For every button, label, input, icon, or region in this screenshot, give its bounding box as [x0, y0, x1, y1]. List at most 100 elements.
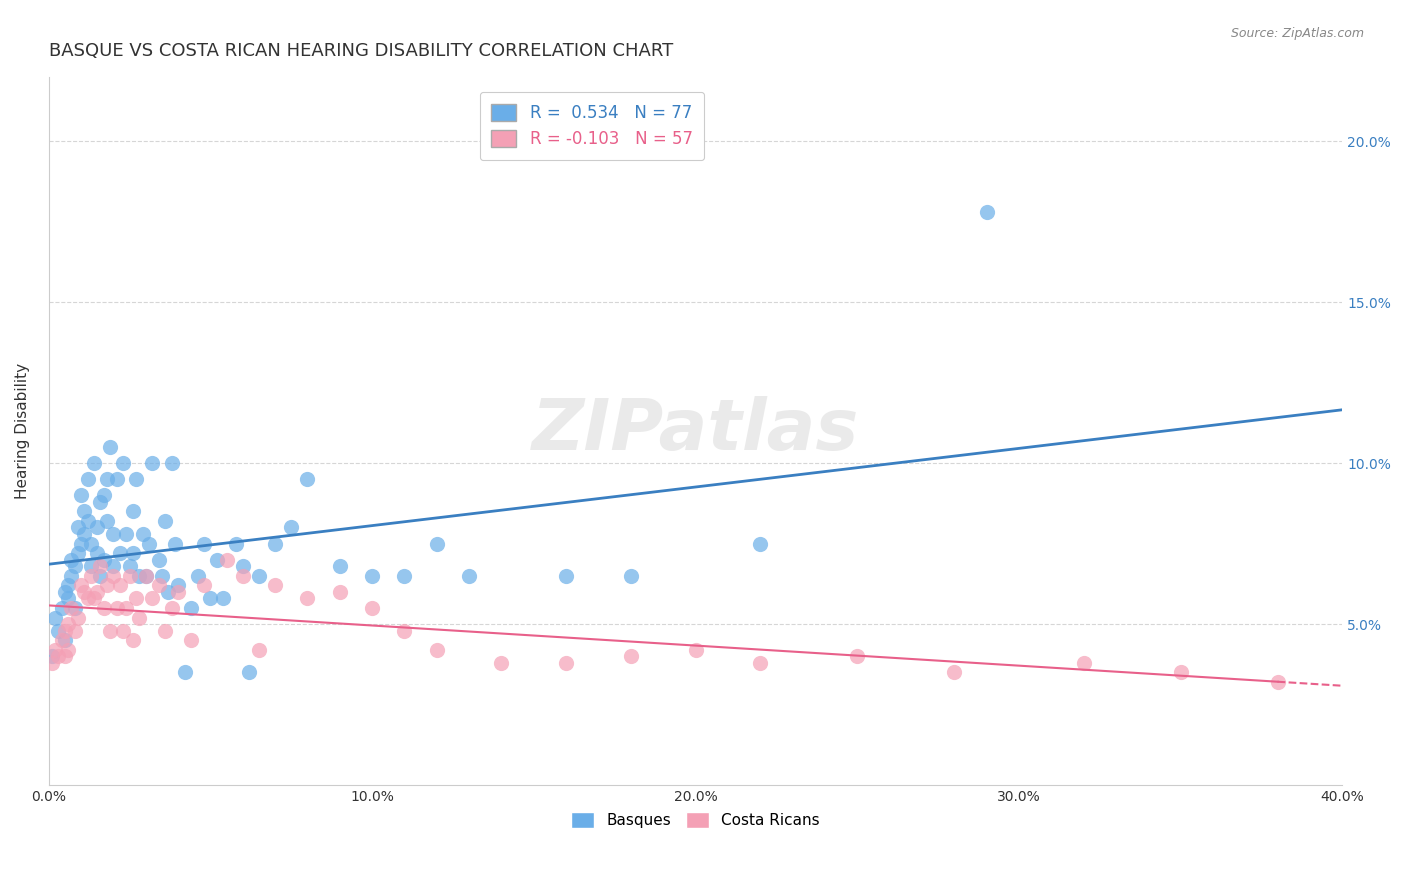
Point: [80, 536, 103, 550]
Point: [105, 472, 128, 486]
Point: [48, 624, 70, 638]
Point: [108, 578, 131, 592]
Point: [215, 552, 238, 566]
Text: Source: ZipAtlas.com: Source: ZipAtlas.com: [1230, 27, 1364, 40]
Point: [76, 472, 98, 486]
Point: [128, 568, 150, 582]
Point: [212, 591, 235, 606]
Point: [121, 546, 143, 560]
Point: [41, 649, 63, 664]
Point: [297, 472, 319, 486]
Point: [685, 643, 707, 657]
Point: [103, 559, 125, 574]
Point: [63, 559, 86, 574]
Point: [103, 527, 125, 541]
Point: [264, 536, 287, 550]
Point: [620, 568, 643, 582]
Point: [135, 568, 157, 582]
Point: [125, 472, 148, 486]
Legend: Basques, Costa Ricans: Basques, Costa Ricans: [565, 806, 827, 834]
Point: [394, 624, 416, 638]
Point: [121, 633, 143, 648]
Point: [153, 624, 176, 638]
Point: [89, 568, 111, 582]
Point: [394, 568, 416, 582]
Point: [426, 643, 449, 657]
Point: [53, 585, 76, 599]
Point: [80, 568, 103, 582]
Point: [943, 665, 966, 680]
Point: [44, 643, 66, 657]
Point: [86, 546, 108, 560]
Point: [80, 559, 103, 574]
Point: [93, 601, 115, 615]
Point: [83, 591, 105, 606]
Point: [118, 559, 141, 574]
Point: [70, 578, 93, 592]
Point: [135, 568, 157, 582]
Text: ZIPatlas: ZIPatlas: [531, 396, 859, 466]
Point: [180, 633, 202, 648]
Point: [63, 624, 86, 638]
Point: [93, 552, 115, 566]
Point: [620, 649, 643, 664]
Point: [86, 585, 108, 599]
Point: [41, 656, 63, 670]
Point: [53, 624, 76, 638]
Point: [141, 456, 163, 470]
Point: [73, 527, 96, 541]
Point: [173, 665, 195, 680]
Point: [121, 504, 143, 518]
Point: [329, 559, 352, 574]
Point: [200, 591, 222, 606]
Point: [193, 578, 215, 592]
Point: [148, 552, 170, 566]
Point: [361, 601, 384, 615]
Point: [297, 591, 319, 606]
Point: [96, 514, 118, 528]
Point: [749, 536, 772, 550]
Point: [1073, 656, 1095, 670]
Point: [56, 617, 79, 632]
Point: [96, 578, 118, 592]
Point: [66, 546, 89, 560]
Point: [53, 649, 76, 664]
Point: [160, 601, 183, 615]
Point: [128, 610, 150, 624]
Point: [160, 456, 183, 470]
Point: [153, 514, 176, 528]
Point: [93, 488, 115, 502]
Point: [66, 520, 89, 534]
Point: [125, 591, 148, 606]
Y-axis label: Hearing Disability: Hearing Disability: [15, 363, 30, 499]
Text: BASQUE VS COSTA RICAN HEARING DISABILITY CORRELATION CHART: BASQUE VS COSTA RICAN HEARING DISABILITY…: [49, 42, 673, 60]
Point: [89, 494, 111, 508]
Point: [205, 552, 228, 566]
Point: [76, 514, 98, 528]
Point: [361, 568, 384, 582]
Point: [247, 568, 270, 582]
Point: [60, 601, 83, 615]
Point: [186, 568, 208, 582]
Point: [98, 624, 121, 638]
Point: [749, 656, 772, 670]
Point: [56, 578, 79, 592]
Point: [180, 601, 202, 615]
Point: [555, 656, 578, 670]
Point: [846, 649, 869, 664]
Point: [70, 488, 93, 502]
Point: [112, 456, 135, 470]
Point: [1170, 665, 1192, 680]
Point: [426, 536, 449, 550]
Point: [60, 552, 83, 566]
Point: [98, 440, 121, 454]
Point: [70, 536, 93, 550]
Point: [63, 601, 86, 615]
Point: [56, 643, 79, 657]
Point: [51, 633, 73, 648]
Point: [73, 585, 96, 599]
Point: [141, 591, 163, 606]
Point: [163, 536, 186, 550]
Point: [225, 536, 247, 550]
Point: [112, 624, 135, 638]
